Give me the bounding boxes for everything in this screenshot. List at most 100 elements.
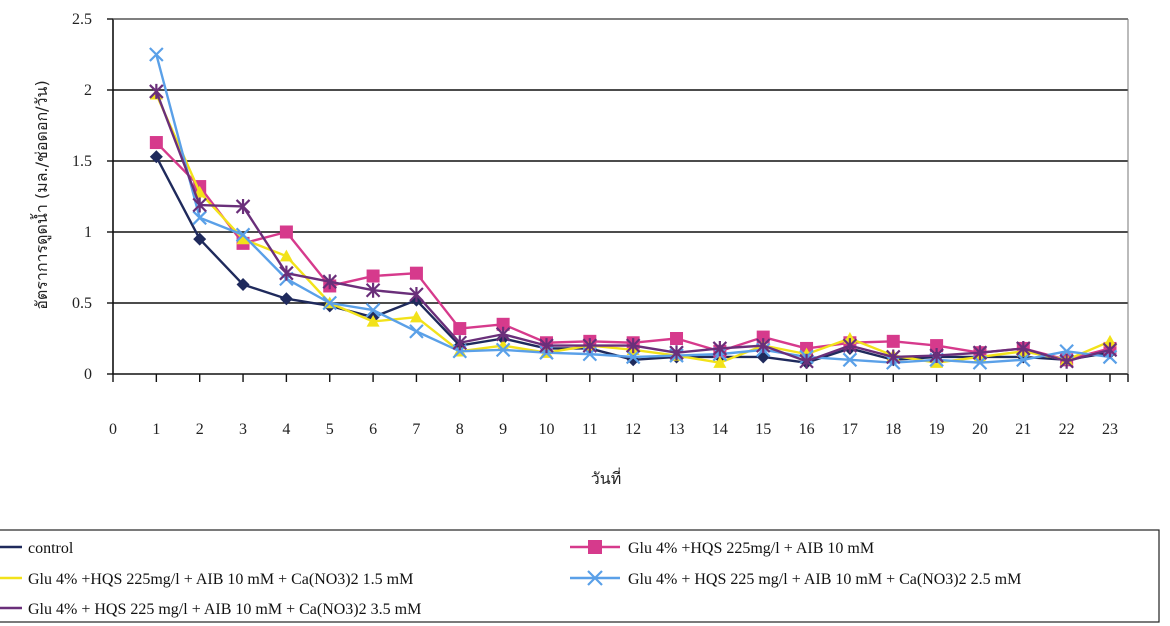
y-tick-label: 1.5 [72,153,92,170]
x-tick-labels: 0 1 2 3 4 5 6 7 8 9 10 11 12 13 14 15 16 17 18 19 20 21 22 23 [109,421,1118,438]
data-point [409,324,424,339]
data-point [365,282,381,298]
y-tick-label: 2.5 [72,11,92,28]
x-tick-label: 21 [1015,421,1031,438]
x-tick-label: 22 [1059,421,1075,438]
data-point [582,338,598,354]
data-point [929,348,944,364]
x-tick-label: 13 [669,421,685,438]
x-tick-label: 9 [499,421,507,438]
data-point [452,335,468,351]
data-point [930,339,944,353]
data-point [1102,342,1118,358]
y-tick-labels: 0 0.5 1 1.5 2 2.5 [72,11,92,383]
data-point [756,330,770,344]
data-point [192,210,207,226]
data-point [712,340,728,356]
x-tick-label: 1 [152,421,160,438]
series-line [155,54,1111,364]
legend-item: control [0,540,74,557]
data-point [1016,340,1031,356]
data-point [149,47,164,62]
legend-label: control [28,540,74,557]
x-tick-label: 3 [239,421,247,438]
data-point [322,295,338,311]
data-point [149,83,164,99]
data-point [279,265,294,281]
x-tick-label: 5 [326,421,334,438]
x-tick-label: 2 [196,421,204,438]
x-tick-label: 14 [712,421,728,438]
x-tick-label: 10 [538,421,554,438]
data-point [842,352,858,368]
legend-label: Glu 4% +HQS 225mg/l + AIB 10 mM [628,540,874,557]
x-tick-label: 15 [755,421,771,438]
series-3 [149,87,1117,368]
gridlines [113,18,1128,304]
data-point [279,225,293,239]
series-4 [149,47,1118,370]
y-tick-label: 2 [84,82,92,99]
x-tick-label: 20 [972,421,988,438]
x-tick-label: 18 [885,421,901,438]
legend: control Glu 4% +HQS 225mg/l + AIB 10 mM Gl… [0,529,1160,623]
data-point [755,338,771,354]
data-point [1059,353,1074,369]
data-point [453,322,467,336]
x-tick-label: 17 [842,421,858,438]
x-tick-label: 23 [1102,421,1118,438]
data-point [1103,334,1117,347]
series-5 [149,83,1118,369]
data-point [1016,352,1031,368]
y-tick-label: 0 [84,366,92,383]
data-point [539,338,554,354]
x-tick-label: 16 [799,421,815,438]
data-point [496,317,510,331]
legend-item: Glu 4% + HQS 225 mg/l + AIB 10 mM + Ca(N… [570,570,1021,588]
data-point [409,266,423,280]
legend-swatch-marker [588,540,602,554]
data-point [236,232,250,245]
data-point [193,232,207,246]
data-point [366,269,380,283]
data-point [972,345,988,361]
series-line [155,90,1111,363]
y-axis-title: อัตราการดูดน้ำ (มล./ช่อดอก/วัน) [30,80,52,309]
x-tick-label: 8 [456,421,464,438]
data-point [279,249,293,262]
legend-item: Glu 4% + HQS 225 mg/l + AIB 10 mM + Ca(N… [0,601,421,618]
x-tick-label: 6 [369,421,377,438]
x-tick-label: 7 [412,421,420,438]
x-tick-label: 0 [109,421,117,438]
data-point [192,197,207,213]
series-2 [149,136,1117,367]
data-point [149,136,163,150]
legend-item: Glu 4% +HQS 225mg/l + AIB 10 mM + Ca(NO3… [0,571,413,588]
data-point [670,332,684,345]
data-point [149,150,163,164]
data-point [366,314,380,327]
legend-label: Glu 4% + HQS 225 mg/l + AIB 10 mM + Ca(N… [628,571,1021,588]
data-point [409,310,423,323]
data-point [626,353,640,367]
x-axis-title: วันที่ [591,467,621,488]
data-point [365,302,381,318]
y-tick-label: 1 [84,224,92,241]
data-point [236,278,250,292]
data-point [235,227,251,243]
data-point [322,274,338,290]
x-tick-label: 12 [625,421,641,438]
plot-area [149,47,1118,370]
data-point [886,334,900,348]
data-point [713,356,727,368]
data-point [495,342,511,358]
x-tick-label: 4 [282,421,290,438]
data-point [799,353,814,369]
data-point [495,326,511,342]
legend-label: Glu 4% + HQS 225 mg/l + AIB 10 mM + Ca(N… [28,601,421,618]
data-point [409,286,424,302]
data-point [843,332,857,344]
legend-item: Glu 4% +HQS 225mg/l + AIB 10 mM [570,540,874,557]
data-point [279,292,293,306]
